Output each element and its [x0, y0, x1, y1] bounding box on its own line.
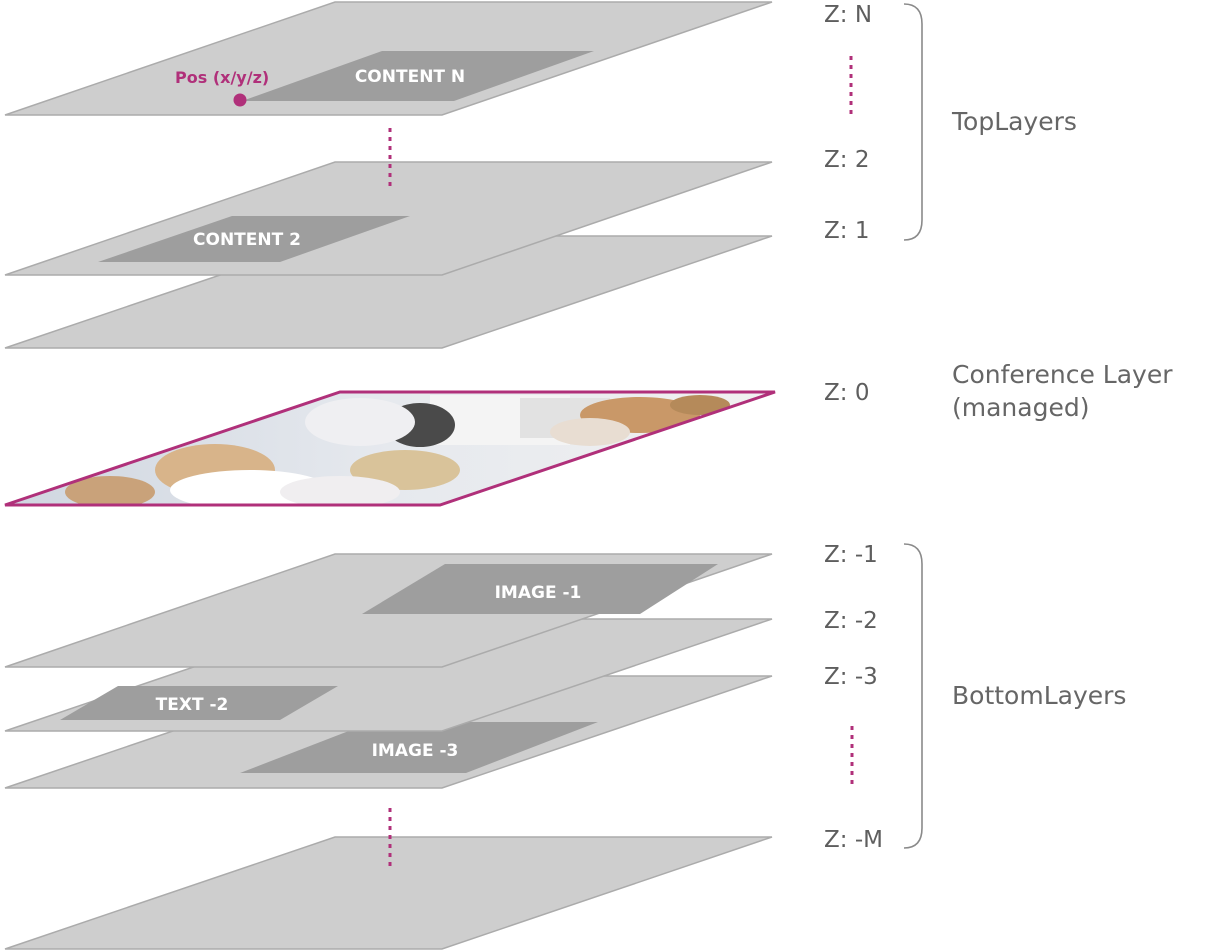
text-minus-2-label: TEXT -2 [156, 695, 229, 715]
image-minus-3-label: IMAGE -3 [372, 741, 459, 761]
z-label-minus-2: Z: -2 [824, 608, 878, 634]
z-label-minus-m: Z: -M [824, 827, 883, 853]
z-label-2: Z: 2 [824, 147, 869, 173]
z-label-minus-3: Z: -3 [824, 664, 878, 690]
z-label-0: Z: 0 [824, 380, 869, 406]
image-minus-1-label: IMAGE -1 [495, 583, 582, 603]
conference-layer-managed-label: (managed) [952, 393, 1089, 422]
position-label: Pos (x/y/z) [175, 68, 269, 87]
text-minus-2-tile [60, 686, 338, 720]
layer-z-minus-m [4, 836, 773, 950]
bottom-layers-label: BottomLayers [952, 681, 1126, 710]
image-minus-1-tile [362, 564, 718, 614]
z-label-n: Z: N [824, 2, 872, 28]
conference-layer-frame [4, 390, 776, 507]
content-2-label: CONTENT 2 [193, 230, 301, 250]
top-layers-label: TopLayers [951, 107, 1077, 136]
image-minus-3-tile [240, 722, 598, 773]
bottom-layers-brace [903, 543, 923, 849]
z-label-1: Z: 1 [824, 218, 869, 244]
top-layers-brace [903, 3, 923, 241]
conference-photo [5, 392, 775, 505]
content-n-label: CONTENT N [355, 67, 465, 87]
position-marker [233, 93, 247, 107]
z-label-minus-1: Z: -1 [824, 542, 878, 568]
content-n-tile [242, 51, 594, 101]
conference-layer-label: Conference Layer [952, 360, 1173, 389]
content-2-tile [98, 216, 410, 262]
